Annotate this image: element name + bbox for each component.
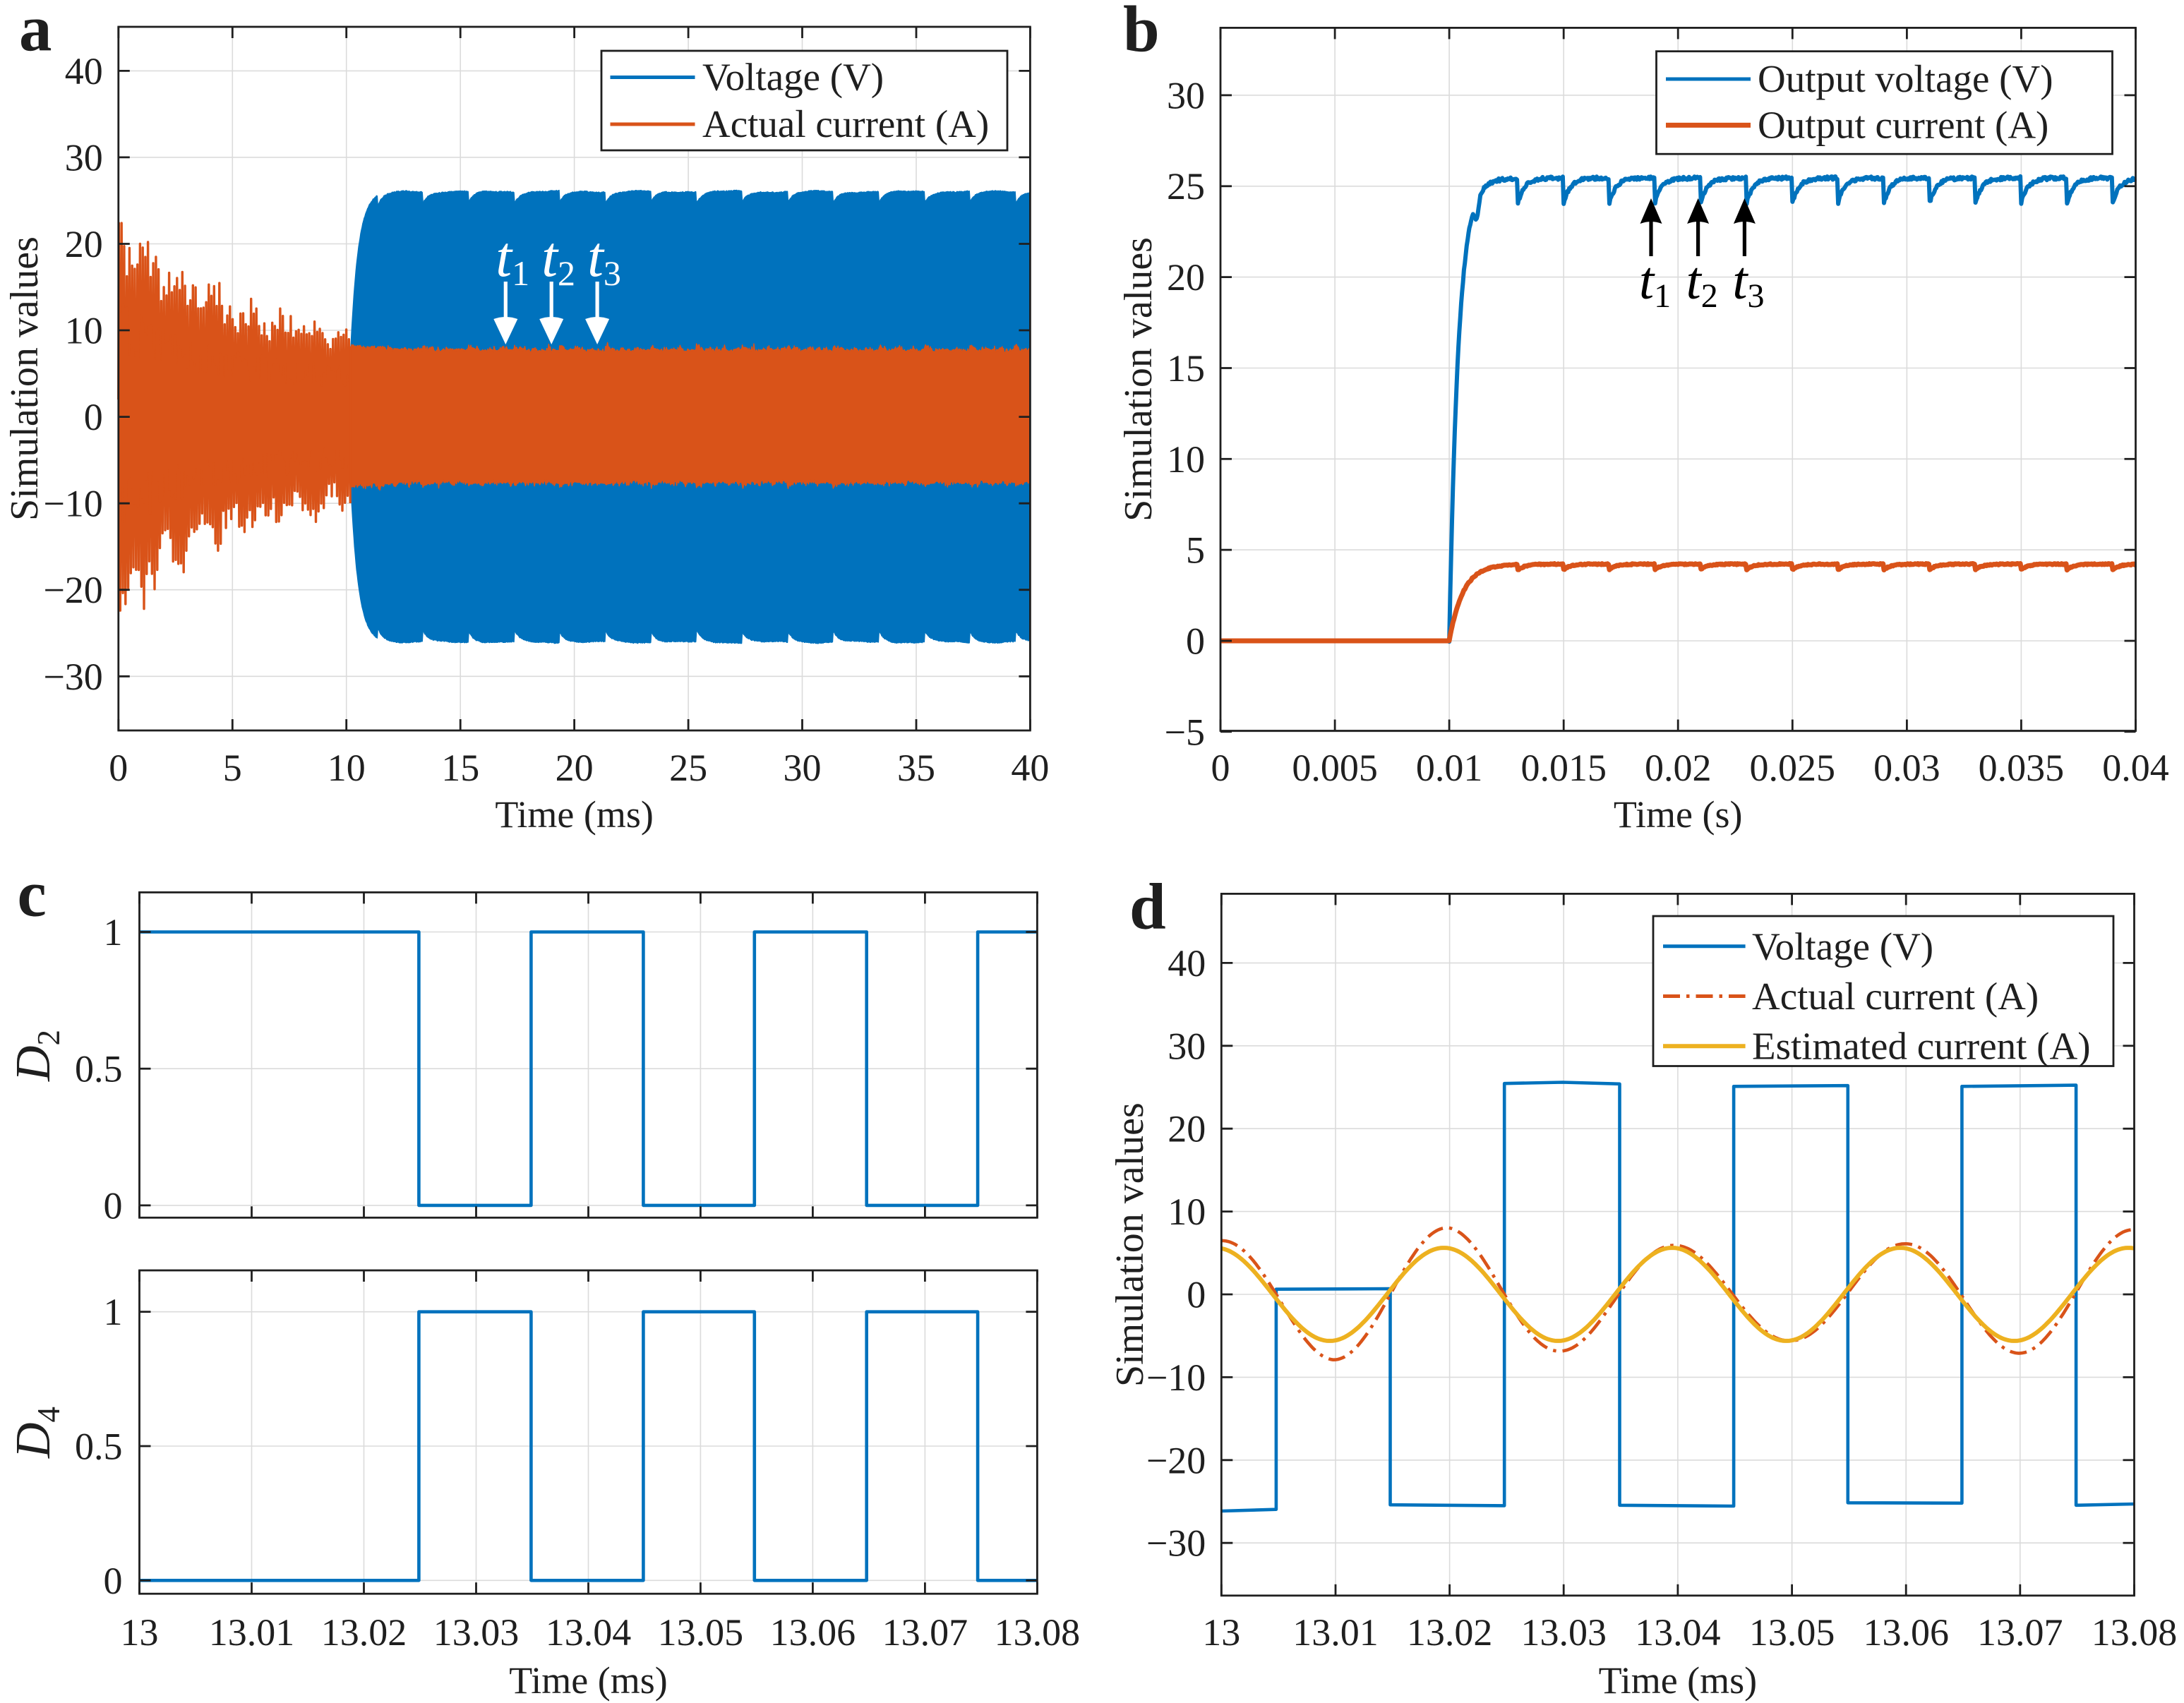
svg-text:5: 5	[1186, 529, 1205, 572]
svg-text:b: b	[1123, 0, 1160, 66]
svg-text:0: 0	[1186, 620, 1205, 663]
svg-text:0.015: 0.015	[1520, 747, 1607, 789]
svg-text:15: 15	[1167, 347, 1205, 390]
svg-text:1: 1	[104, 1291, 123, 1333]
svg-text:40: 40	[1011, 747, 1049, 789]
svg-text:Simulation values: Simulation values	[3, 236, 47, 521]
svg-text:13.06: 13.06	[1863, 1611, 1949, 1654]
svg-text:Voltage (V): Voltage (V)	[702, 56, 884, 99]
svg-text:13.03: 13.03	[433, 1611, 520, 1654]
svg-text:0.035: 0.035	[1979, 747, 2065, 789]
svg-text:0.02: 0.02	[1645, 747, 1712, 789]
svg-text:10: 10	[65, 310, 103, 352]
svg-text:D2: D2	[6, 1030, 66, 1082]
svg-text:c: c	[18, 857, 47, 930]
svg-text:Output current (A): Output current (A)	[1758, 103, 2048, 146]
svg-text:13.07: 13.07	[882, 1611, 968, 1654]
svg-text:Estimated current (A): Estimated current (A)	[1752, 1025, 2091, 1068]
svg-text:13.08: 13.08	[995, 1611, 1081, 1654]
svg-text:0: 0	[104, 1560, 123, 1602]
svg-text:t1: t1	[1639, 251, 1671, 315]
svg-text:−20: −20	[43, 569, 102, 611]
svg-text:30: 30	[784, 747, 822, 789]
svg-text:−10: −10	[43, 483, 102, 525]
svg-text:10: 10	[1167, 438, 1205, 481]
svg-text:0: 0	[1211, 747, 1230, 789]
svg-text:20: 20	[1168, 1108, 1206, 1150]
svg-text:Time (ms): Time (ms)	[1599, 1659, 1758, 1702]
svg-text:20: 20	[65, 223, 103, 265]
svg-text:t3: t3	[1732, 251, 1764, 315]
svg-text:0.5: 0.5	[75, 1426, 123, 1468]
svg-text:Time (ms): Time (ms)	[495, 793, 654, 836]
svg-text:0: 0	[84, 396, 103, 438]
svg-text:13.06: 13.06	[770, 1611, 856, 1654]
svg-text:13.05: 13.05	[658, 1611, 744, 1654]
svg-text:0.5: 0.5	[75, 1048, 123, 1090]
svg-text:−30: −30	[43, 656, 102, 698]
svg-text:35: 35	[897, 747, 935, 789]
svg-text:Simulation values: Simulation values	[1117, 237, 1160, 522]
svg-text:Simulation values: Simulation values	[1108, 1102, 1152, 1387]
svg-text:15: 15	[441, 747, 479, 789]
svg-text:13: 13	[121, 1611, 159, 1654]
svg-text:Output voltage (V): Output voltage (V)	[1758, 57, 2053, 100]
svg-text:30: 30	[1168, 1025, 1206, 1067]
svg-text:10: 10	[328, 747, 366, 789]
svg-text:0.005: 0.005	[1292, 747, 1378, 789]
svg-text:13.05: 13.05	[1749, 1611, 1835, 1654]
svg-text:0: 0	[109, 747, 128, 789]
svg-text:25: 25	[669, 747, 707, 789]
svg-text:t2: t2	[1686, 251, 1718, 315]
svg-text:5: 5	[223, 747, 242, 789]
svg-text:13.08: 13.08	[2092, 1611, 2178, 1654]
svg-text:d: d	[1129, 871, 1166, 944]
svg-text:13.01: 13.01	[1292, 1611, 1379, 1654]
svg-text:0: 0	[104, 1184, 123, 1227]
svg-text:−30: −30	[1146, 1522, 1206, 1565]
svg-text:13.04: 13.04	[1635, 1611, 1721, 1654]
svg-text:25: 25	[1167, 165, 1205, 207]
svg-text:30: 30	[1167, 74, 1205, 116]
svg-text:13.04: 13.04	[546, 1611, 632, 1654]
svg-text:13.07: 13.07	[1977, 1611, 2063, 1654]
svg-text:13.03: 13.03	[1520, 1611, 1607, 1654]
svg-text:40: 40	[1168, 942, 1206, 985]
svg-text:−5: −5	[1165, 711, 1205, 753]
svg-text:20: 20	[1167, 256, 1205, 299]
svg-text:D4: D4	[6, 1407, 66, 1459]
svg-text:Time (s): Time (s)	[1614, 793, 1743, 836]
svg-text:13: 13	[1202, 1611, 1240, 1654]
svg-text:Voltage (V): Voltage (V)	[1752, 925, 1933, 968]
svg-text:13.02: 13.02	[321, 1611, 407, 1654]
svg-text:30: 30	[65, 136, 103, 179]
svg-text:20: 20	[556, 747, 594, 789]
svg-text:0.01: 0.01	[1416, 747, 1483, 789]
svg-text:13.01: 13.01	[209, 1611, 295, 1654]
svg-text:Actual current (A): Actual current (A)	[1752, 975, 2039, 1018]
svg-text:0.04: 0.04	[2102, 747, 2169, 789]
svg-text:40: 40	[65, 50, 103, 92]
svg-text:0.03: 0.03	[1873, 747, 1940, 789]
svg-text:0.025: 0.025	[1750, 747, 1836, 789]
svg-text:13.02: 13.02	[1407, 1611, 1493, 1654]
svg-text:1: 1	[104, 911, 123, 953]
svg-text:Time (ms): Time (ms)	[509, 1659, 668, 1702]
svg-text:10: 10	[1168, 1191, 1206, 1233]
svg-text:Actual current (A): Actual current (A)	[702, 102, 989, 145]
svg-text:a: a	[19, 0, 52, 65]
svg-text:0: 0	[1187, 1274, 1206, 1316]
svg-text:−20: −20	[1146, 1439, 1206, 1481]
svg-text:−10: −10	[1146, 1356, 1206, 1399]
